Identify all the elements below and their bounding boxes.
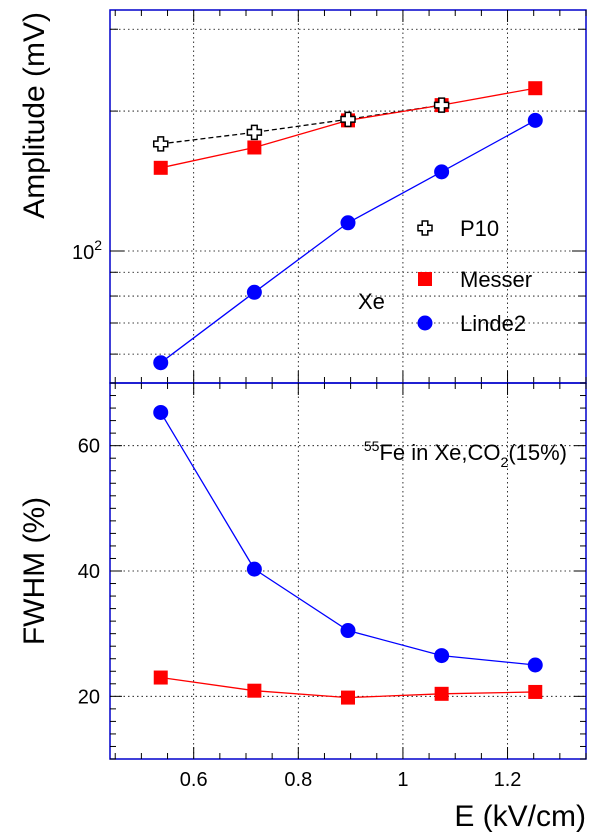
point-messer <box>247 683 262 698</box>
point-linde2 <box>434 648 450 664</box>
legend: P10 Messer Linde2 <box>417 216 532 336</box>
top-plot-area <box>152 81 543 371</box>
point-linde2 <box>340 215 356 231</box>
top-ticks <box>110 10 587 383</box>
legend-label: Linde2 <box>460 311 526 336</box>
point-messer <box>528 684 543 699</box>
point-linde2 <box>434 164 450 180</box>
point-linde2 <box>153 404 169 420</box>
legend-item-messer: Messer <box>418 267 532 292</box>
point-messer <box>341 690 355 705</box>
legend-marker-p10 <box>417 220 433 236</box>
x-tick-labels: 0.6 0.8 1 1.2 <box>180 769 522 791</box>
x-axis-title: E (kV/cm) <box>454 800 586 832</box>
xe-annotation: Xe <box>358 289 385 314</box>
point-messer <box>153 160 168 175</box>
top-y-axis-title: Amplitude (mV) <box>18 12 51 219</box>
legend-item-linde2: Linde2 <box>417 311 526 336</box>
point-linde2 <box>153 355 169 371</box>
bottom-ticks <box>110 382 587 760</box>
y-tick-label: 60 <box>78 436 100 458</box>
point-linde2 <box>527 112 543 128</box>
point-linde2 <box>527 657 543 673</box>
bottom-y-tick-labels: 20 40 60 <box>78 436 100 709</box>
bottom-grid <box>110 383 586 759</box>
legend-item-p10: P10 <box>417 216 499 241</box>
point-messer <box>153 670 168 685</box>
top-grid <box>110 10 586 383</box>
bottom-y-axis-title: FWHM (%) <box>18 497 51 645</box>
point-linde2 <box>246 561 262 577</box>
x-tick-label: 1.2 <box>494 769 522 791</box>
y-tick-label: 40 <box>78 561 100 583</box>
bottom-panel: 20 40 60 0.6 0.8 1 1.2 FWHM (%) E (kV/cm) 55F… <box>18 382 587 832</box>
legend-label: P10 <box>460 216 499 241</box>
y-tick-label-100: 102 <box>72 237 102 264</box>
legend-label: Messer <box>460 267 532 292</box>
point-p10 <box>152 136 169 152</box>
point-messer <box>528 81 543 96</box>
fe-annotation: 55Fe in Xe,CO2(15%) <box>364 438 567 470</box>
point-p10 <box>340 111 356 128</box>
point-messer <box>434 686 449 701</box>
bottom-plot-area <box>153 404 543 705</box>
point-messer <box>247 140 262 155</box>
x-tick-label: 0.6 <box>180 769 208 791</box>
point-p10 <box>433 97 450 113</box>
legend-marker-messer <box>418 272 432 286</box>
y-tick-label: 20 <box>78 686 100 708</box>
point-linde2 <box>246 284 262 300</box>
x-tick-label: 1 <box>397 769 408 791</box>
series-line-messer <box>160 87 536 169</box>
top-panel: 102 Amplitude (mV) Xe P10 Messer Linde2 <box>18 9 587 384</box>
point-p10 <box>246 124 263 141</box>
legend-marker-linde2 <box>417 315 433 331</box>
x-tick-label: 0.8 <box>284 769 312 791</box>
point-linde2 <box>340 623 356 639</box>
series-line-p10 <box>160 104 442 145</box>
